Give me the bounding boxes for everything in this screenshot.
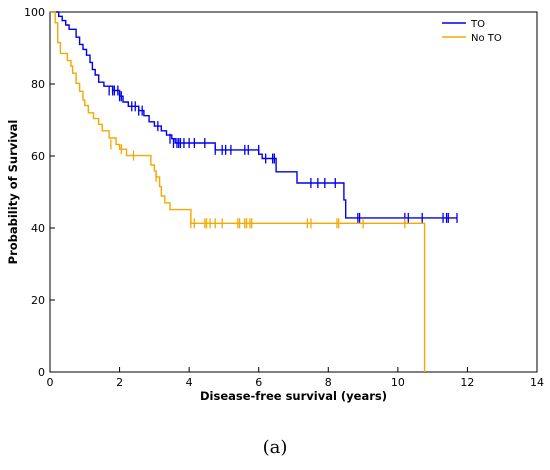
series-line-to — [50, 11, 457, 219]
legend-label: TO — [470, 19, 485, 30]
x-tick-label: 12 — [460, 376, 474, 389]
x-axis-title: Disease-free survival (years) — [200, 389, 387, 403]
y-axis: 0 20 40 60 80 100 — [24, 6, 55, 379]
y-tick-label: 100 — [24, 6, 45, 19]
x-tick-label: 6 — [255, 376, 262, 389]
legend: TO No TO — [442, 19, 502, 44]
plot-area — [49, 11, 538, 373]
y-tick-label: 0 — [38, 366, 45, 379]
x-tick-label: 14 — [530, 376, 544, 389]
y-tick-label: 60 — [31, 150, 45, 163]
y-tick-label: 40 — [31, 222, 45, 235]
panel-label: (a) — [262, 437, 288, 458]
series-line-no-to — [50, 11, 426, 372]
x-tick-label: 10 — [391, 376, 405, 389]
y-tick-label: 20 — [31, 294, 45, 307]
x-axis: 0 2 4 6 8 10 12 14 — [47, 367, 544, 389]
y-tick-label: 80 — [31, 78, 45, 91]
x-tick-label: 2 — [116, 376, 123, 389]
legend-label: No TO — [471, 33, 502, 44]
series-layer — [50, 11, 458, 372]
x-tick-label: 4 — [186, 376, 193, 389]
x-tick-label: 8 — [325, 376, 332, 389]
y-axis-title: Probability of Survival — [6, 120, 20, 265]
plot-frame — [49, 11, 538, 373]
x-tick-label: 0 — [47, 376, 54, 389]
